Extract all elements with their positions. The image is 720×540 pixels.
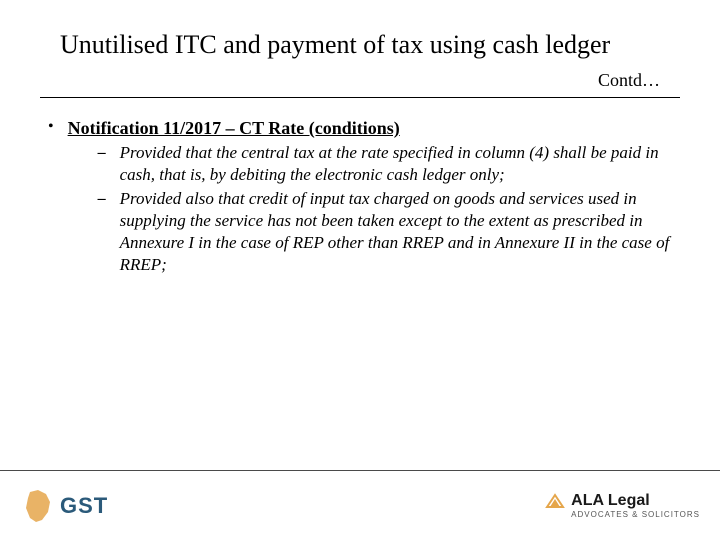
sub-bullet: – Provided that the central tax at the r… [68,142,670,186]
ala-legal-logo: ALA Legal ADVOCATES & SOLICITORS [545,492,700,519]
bullet-marker: • [48,116,68,138]
footer: GST ALA Legal ADVOCATES & SOLICITORS [0,470,720,540]
sub-bullet-marker: – [98,188,120,210]
sub-bullet-text: Provided also that credit of input tax c… [120,188,670,276]
gst-logo: GST [20,488,108,524]
slide-container: Unutilised ITC and payment of tax using … [0,0,720,540]
bullet-level-1: • Notification 11/2017 – CT Rate (condit… [40,116,670,276]
content-area: • Notification 11/2017 – CT Rate (condit… [40,116,680,276]
sub-bullet-text: Provided that the central tax at the rat… [120,142,670,186]
ala-tagline: ADVOCATES & SOLICITORS [545,510,700,519]
sub-bullet-marker: – [98,142,120,164]
ala-name: ALA Legal [571,492,650,510]
sub-bullet: – Provided also that credit of input tax… [68,188,670,276]
page-title: Unutilised ITC and payment of tax using … [40,30,680,70]
bullet-body: Notification 11/2017 – CT Rate (conditio… [68,116,670,276]
continued-label: Contd… [40,70,680,97]
triangle-icon [545,493,565,509]
notification-heading: Notification 11/2017 – CT Rate (conditio… [68,116,670,140]
india-map-icon [20,488,56,524]
ala-row: ALA Legal [545,492,650,510]
gst-text: GST [60,493,108,519]
title-divider [40,97,680,98]
